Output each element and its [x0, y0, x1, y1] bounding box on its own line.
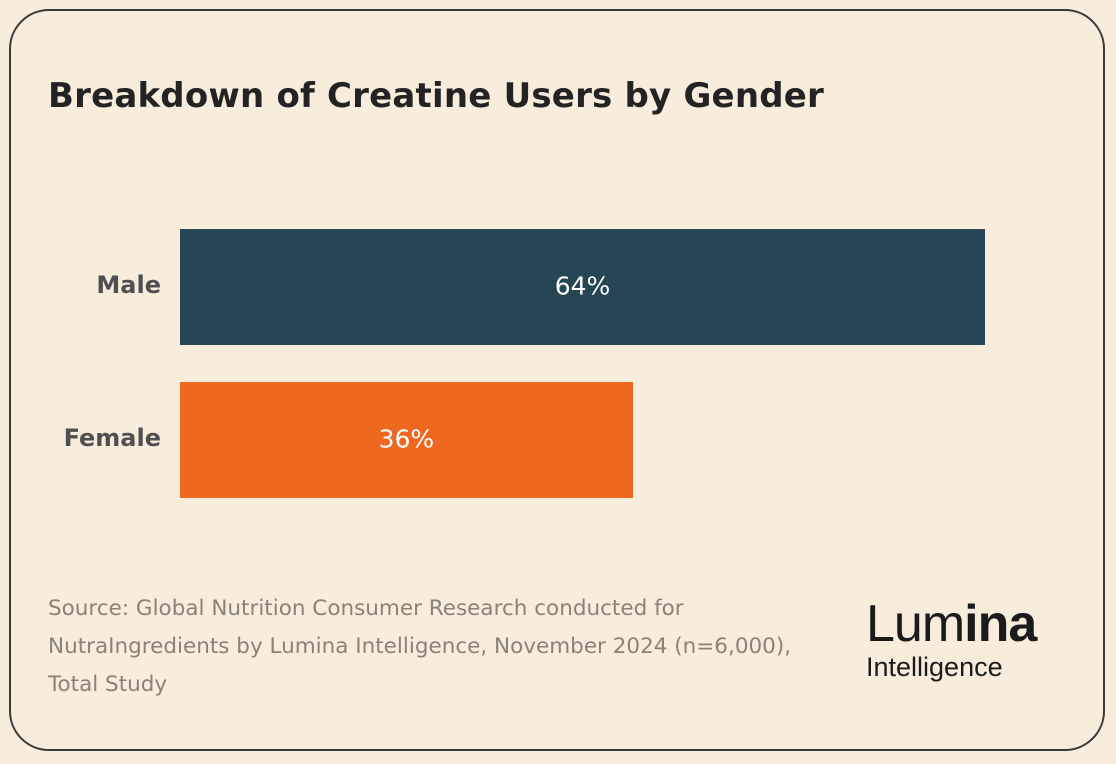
category-label-male: Male: [96, 271, 161, 299]
bar-female: [180, 382, 633, 498]
logo-wordmark-thin: Lum: [866, 595, 965, 653]
category-label-female: Female: [63, 424, 161, 452]
lumina-intelligence-logo: Lumina Intelligence: [866, 595, 1037, 682]
logo-wordmark: Lumina: [866, 595, 1037, 653]
logo-subtitle: Intelligence: [866, 652, 1003, 682]
source-note: Source: Global Nutrition Consumer Resear…: [48, 596, 792, 697]
logo-wordmark-bold: ina: [964, 595, 1037, 653]
bar-male: [180, 229, 985, 345]
chart-card: [9, 9, 1105, 751]
chart-title: Breakdown of Creatine Users by Gender: [48, 76, 824, 116]
value-label-female: 36%: [378, 424, 435, 454]
value-label-male: 64%: [554, 271, 611, 301]
